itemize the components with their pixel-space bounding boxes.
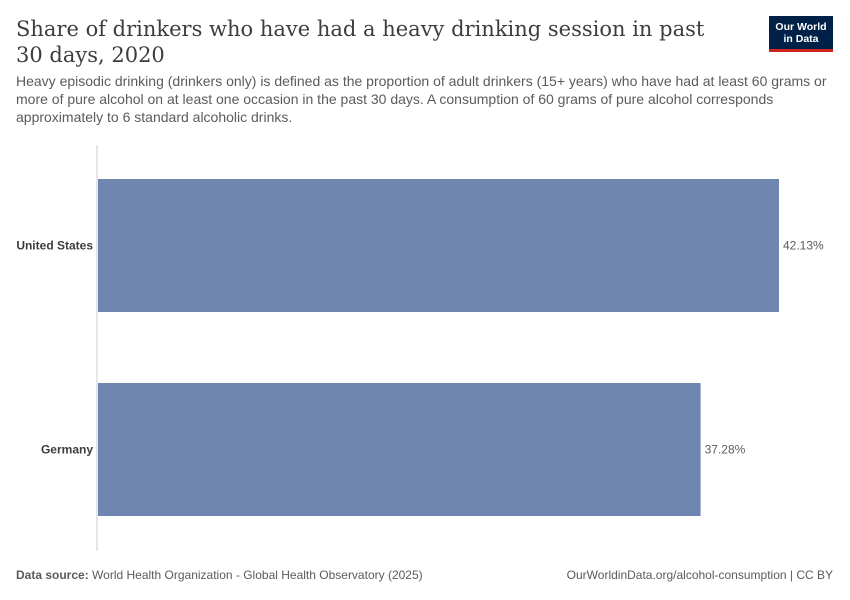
data-source: Data source: World Health Organization -… <box>16 568 423 582</box>
value-label: 42.13% <box>783 239 824 253</box>
data-source-text: World Health Organization - Global Healt… <box>88 568 423 582</box>
data-source-label: Data source: <box>16 568 89 582</box>
bar[interactable] <box>98 383 701 516</box>
category-label: United States <box>16 239 93 253</box>
footer: Data source: World Health Organization -… <box>16 568 833 582</box>
value-label: 37.28% <box>705 443 746 457</box>
chart-subtitle: Heavy episodic drinking (drinkers only) … <box>16 73 827 125</box>
logo-line-1: Our World <box>775 21 827 33</box>
bar[interactable] <box>98 179 779 312</box>
chart-title: Share of drinkers who have had a heavy d… <box>16 17 705 67</box>
category-label: Germany <box>41 443 93 457</box>
owid-logo[interactable]: Our World in Data <box>769 16 833 52</box>
bar-chart: United States 42.13% Germany 37.28% <box>16 145 824 551</box>
url-license-link[interactable]: OurWorldinData.org/alcohol-consumption |… <box>566 568 833 582</box>
logo-line-2: in Data <box>783 33 819 45</box>
